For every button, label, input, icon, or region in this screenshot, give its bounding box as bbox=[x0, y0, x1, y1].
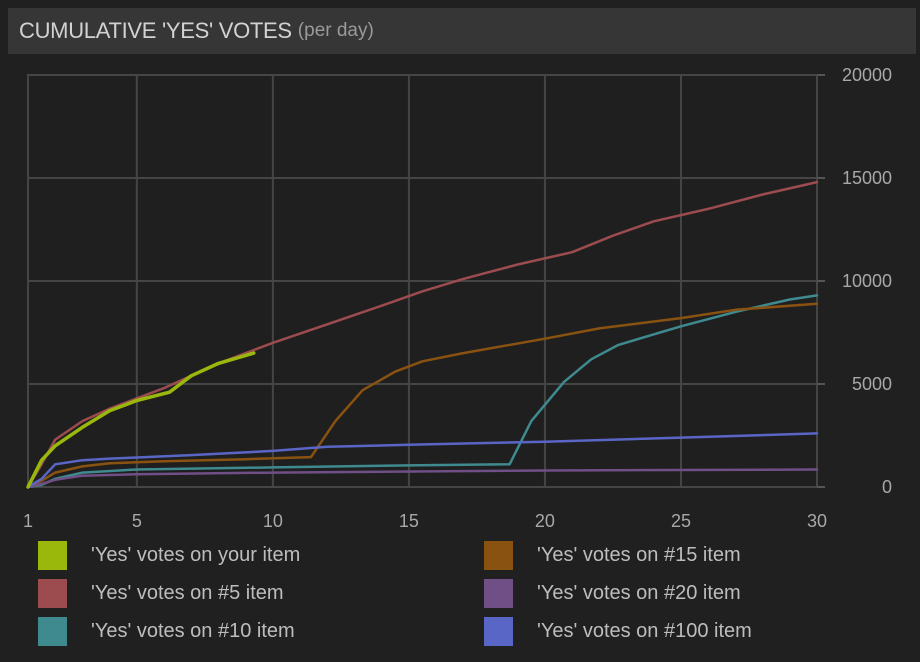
x-tick-label: 20 bbox=[535, 511, 555, 531]
series-line bbox=[26, 432, 819, 489]
x-tick-label: 25 bbox=[671, 511, 691, 531]
series-line bbox=[26, 468, 819, 489]
x-tick-label: 30 bbox=[807, 511, 827, 531]
y-tick-label: 20000 bbox=[842, 65, 892, 85]
chart-title: CUMULATIVE 'YES' VOTES bbox=[19, 18, 292, 43]
chart-header: CUMULATIVE 'YES' VOTES (per day) bbox=[8, 8, 916, 54]
chart-subtitle: (per day) bbox=[297, 20, 374, 41]
x-tick-label: 15 bbox=[399, 511, 419, 531]
x-tick-label: 1 bbox=[23, 511, 33, 531]
x-tick-label: 5 bbox=[132, 511, 142, 531]
y-tick-label: 10000 bbox=[842, 271, 892, 291]
y-tick-label: 0 bbox=[882, 477, 892, 497]
y-tick-label: 15000 bbox=[842, 168, 892, 188]
series-line bbox=[26, 351, 256, 489]
x-tick-label: 10 bbox=[263, 511, 283, 531]
series-line bbox=[26, 302, 819, 489]
series-line bbox=[26, 180, 819, 489]
y-tick-label: 5000 bbox=[852, 374, 892, 394]
